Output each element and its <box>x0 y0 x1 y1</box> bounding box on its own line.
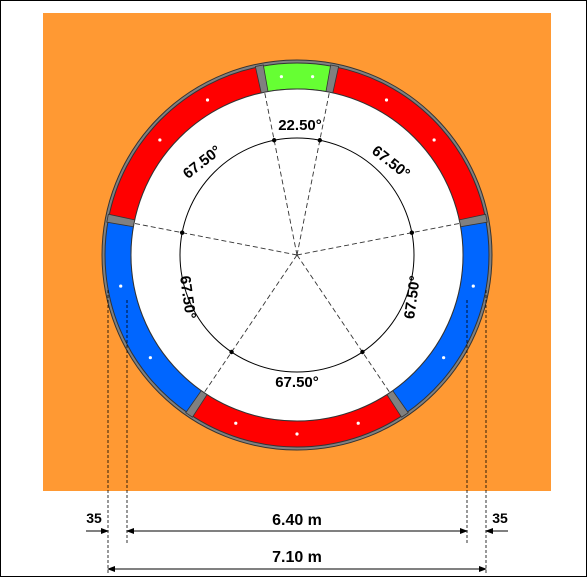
bolt-dot <box>205 98 210 102</box>
radial-line <box>202 254 298 395</box>
angle-arrow-tick <box>360 349 365 355</box>
dimension-extension-lines <box>107 290 487 575</box>
bolt-dot <box>234 421 238 425</box>
angle-arrow-tick <box>271 138 277 143</box>
angle-arrow-tick <box>229 349 234 355</box>
angle-label-bottom: 67.50° <box>275 374 319 391</box>
bolt-dot <box>356 421 360 425</box>
angle-label-right: 67.50° <box>401 275 424 320</box>
bolt-dot <box>311 75 315 79</box>
bolt-dot <box>384 98 389 102</box>
outer-diameter-label: 7.10 m <box>272 549 322 566</box>
inner-diameter-label: 6.40 m <box>272 512 322 529</box>
bolt-dot <box>471 284 475 288</box>
bolt-dot <box>158 138 162 142</box>
radial-line <box>296 254 392 395</box>
bolt-dot <box>442 356 446 360</box>
bolt-dot <box>432 138 436 142</box>
radial-joint-lines <box>132 90 462 395</box>
bolt-dot <box>119 284 123 288</box>
angle-ticks <box>179 138 415 355</box>
radial-line <box>263 90 298 256</box>
angle-reference-circle <box>179 137 415 373</box>
radial-line <box>132 222 298 256</box>
bolt-dot <box>148 356 152 360</box>
angle-arrow-tick <box>409 230 415 235</box>
angle-arrow-tick <box>317 138 323 143</box>
angle-arrow-tick <box>179 230 185 235</box>
left-offset-label: 35 <box>86 510 102 526</box>
bolt-dot <box>295 432 299 436</box>
right-offset-label: 35 <box>492 510 508 526</box>
key-segment <box>258 62 336 93</box>
angle-label-top: 22.50° <box>278 117 322 134</box>
radial-line <box>296 90 331 256</box>
offset-dimension-lines <box>86 528 508 572</box>
radial-line <box>296 222 462 256</box>
bolt-dot <box>279 75 283 79</box>
angle-label-left: 67.50° <box>176 275 199 320</box>
